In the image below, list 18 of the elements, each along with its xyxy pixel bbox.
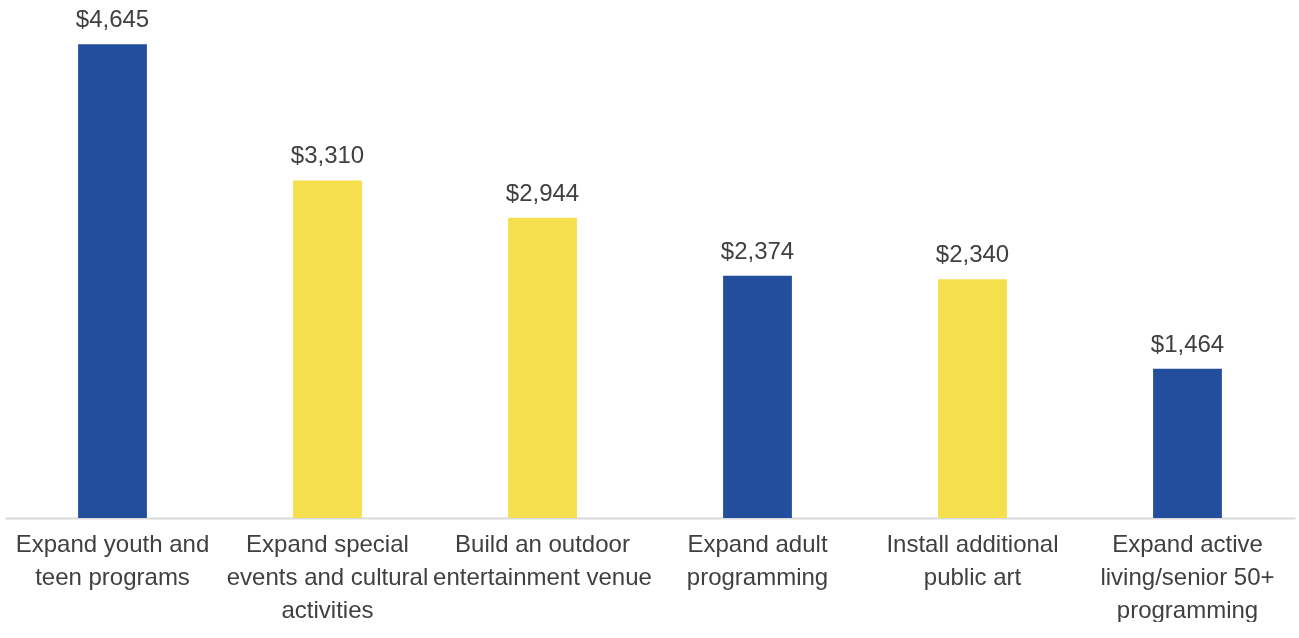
x-tick-label: Expand active living/senior 50+ programming <box>1100 529 1275 623</box>
bar <box>1153 368 1222 518</box>
data-label: $2,944 <box>505 178 580 206</box>
x-tick-label: Install additional public art <box>886 529 1059 590</box>
data-label: $3,310 <box>290 141 365 169</box>
bar <box>293 180 362 518</box>
x-tick-label: Build an outdoor entertainment venue <box>433 529 652 590</box>
bar <box>78 44 147 518</box>
x-tick-label: Expand special events and cultural activities <box>226 529 429 623</box>
data-label: $1,464 <box>1150 329 1225 357</box>
data-label: $2,374 <box>720 236 795 264</box>
data-label: $2,340 <box>935 240 1010 268</box>
x-tick-label: Expand youth and teen programs <box>15 529 210 590</box>
bar <box>508 217 577 518</box>
bar <box>723 275 792 518</box>
x-tick-label: Expand adult programming <box>686 529 829 590</box>
data-label: $4,645 <box>75 5 150 33</box>
bar <box>938 279 1007 518</box>
